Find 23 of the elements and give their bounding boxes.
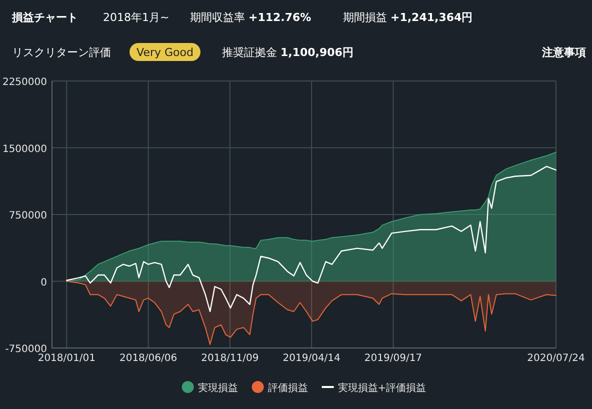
text: 期間損益 +1,241,364円 [343, 11, 473, 24]
legend-label: 評価損益 [268, 382, 308, 394]
x-tick-label: 2018/06/06 [119, 353, 178, 364]
text: 注意事項 [541, 46, 586, 59]
x-tick-label: 2019/04/14 [282, 353, 340, 364]
x-tick-label: 2018/11/09 [201, 353, 259, 364]
text: 期間収益率 +112.76% [190, 11, 312, 24]
text: 2018年1月~ [103, 11, 170, 24]
legend-label: 実現損益+評価損益 [338, 382, 426, 394]
text: Very Good [136, 46, 194, 59]
text: 推奨証拠金 1,100,906円 [222, 46, 354, 59]
y-tick-label: 750000 [8, 210, 47, 222]
line-series [66, 166, 557, 312]
y-tick-label: -750000 [5, 344, 47, 355]
x-tick-label: 2019/09/17 [364, 353, 422, 364]
y-tick-label: 2250000 [2, 77, 47, 88]
y-tick-label: 0 [40, 277, 47, 288]
legend-label: 実現損益 [198, 382, 238, 394]
y-tick-label: 1500000 [2, 144, 47, 155]
x-tick-label: 2018/01/01 [38, 353, 96, 364]
chart-title: 損益チャート [11, 11, 78, 24]
text: リスクリターン評価 [12, 46, 111, 59]
x-tick-label: 2020/07/24 [527, 353, 585, 364]
